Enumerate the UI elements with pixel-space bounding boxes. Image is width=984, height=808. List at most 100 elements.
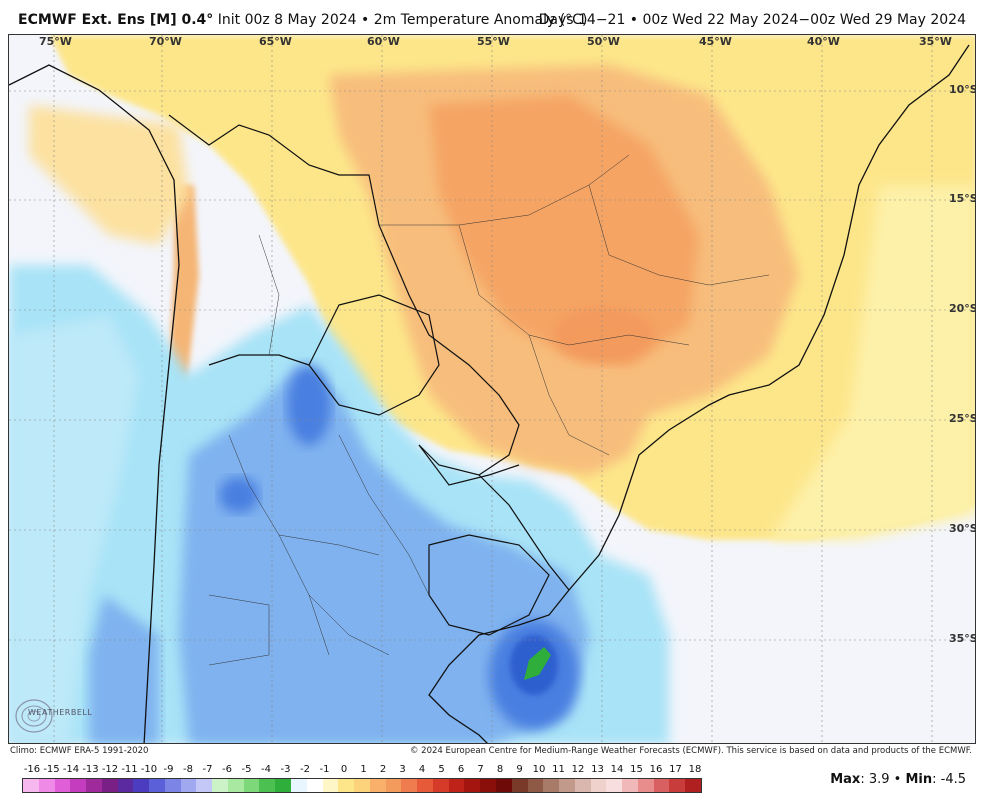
- colorbar-label: 10: [532, 764, 546, 775]
- run-info: Init 00z 8 May 2024 • 2m Temperature Ano…: [217, 12, 588, 28]
- colorbar-label: -15: [43, 764, 60, 775]
- longitude-label: 55°W: [477, 35, 510, 48]
- colorbar-swatch: [54, 779, 71, 792]
- colorbar-label: -12: [101, 764, 119, 775]
- colorbar-swatch: [401, 779, 418, 792]
- colorbar-label: 17: [669, 764, 682, 775]
- graticule: [9, 35, 975, 743]
- warm-anomaly-ocean-east: [769, 185, 975, 540]
- colorbar-swatch: [227, 779, 244, 792]
- longitude-label: 70°W: [149, 35, 182, 48]
- latitude-label: 15°S: [949, 192, 976, 205]
- min-label: Min: [905, 772, 933, 787]
- colorbar-swatches: [22, 778, 702, 793]
- colorbar-swatch: [448, 779, 465, 792]
- colorbar-swatch: [133, 779, 150, 792]
- colorbar-swatch: [559, 779, 575, 792]
- latitude-label: 25°S: [949, 412, 976, 425]
- colorbar-swatch: [543, 779, 560, 792]
- colorbar-label: -5: [241, 764, 252, 775]
- country-borders: [168, 114, 570, 636]
- colorbar-label: -14: [62, 764, 80, 775]
- colorbar-swatch: [212, 779, 228, 792]
- colorbar-label: -10: [140, 764, 158, 775]
- latitude-label: 10°S: [949, 83, 976, 96]
- colorbar-label: 12: [571, 764, 585, 775]
- hot-anomaly-core: [554, 307, 654, 363]
- colorbar-swatch: [23, 779, 39, 792]
- colorbar-label: 6: [457, 764, 465, 775]
- colorbar-label: -4: [261, 764, 271, 775]
- colorbar-swatch: [196, 779, 213, 792]
- climo-note: Climo: ECMWF ERA-5 1991-2020: [10, 746, 149, 756]
- colorbar-swatch: [70, 779, 87, 792]
- anomaly-map[interactable]: 75°W 70°W 65°W 60°W 55°W 50°W 45°W 40°W …: [8, 34, 976, 744]
- minimum-anomaly-area: [524, 647, 551, 680]
- colorbar-swatch: [164, 779, 181, 792]
- colorbar-label: 5: [438, 764, 445, 775]
- valid-period: Days 14−21 • 00z Wed 22 May 2024−00z Wed…: [538, 12, 966, 28]
- colorbar-label: -16: [23, 764, 41, 775]
- latitude-label: 30°S: [949, 522, 976, 535]
- colorbar-labels: -16 -15 -14 -13 -12 -11 -10 -9 -8 -7 -6 -5 -4 -3 -2 -1 0…: [22, 762, 702, 778]
- header: ECMWF Ext. Ens [M] 0.4° Init 00z 8 May 2…: [0, 0, 984, 34]
- longitude-label: 45°W: [699, 35, 732, 48]
- colorbar-swatch: [243, 779, 260, 792]
- map-canvas: [9, 35, 975, 743]
- cold-anomaly-deep-central: [219, 477, 259, 513]
- colorbar-swatch: [101, 779, 118, 792]
- max-min-readout: Max: 3.9 • Min: -4.5: [830, 772, 966, 787]
- colorbar-swatch: [590, 779, 607, 792]
- colorbar-label: -6: [222, 764, 232, 775]
- colorbar-swatch: [637, 779, 654, 792]
- colorbar-swatch: [322, 779, 339, 792]
- state-borders: [208, 154, 770, 666]
- colorbar-label: -13: [82, 764, 99, 775]
- colorbar-label: 16: [649, 764, 663, 775]
- colorbar-swatch: [495, 779, 512, 792]
- weatherbell-logo: WEATHERBELL: [14, 694, 94, 738]
- colorbar-swatch: [527, 779, 544, 792]
- colorbar-label: 0: [340, 764, 348, 775]
- min-value: -4.5: [940, 772, 966, 787]
- colorbar-label: -7: [202, 764, 213, 775]
- colorbar-label: -2: [300, 764, 310, 775]
- colorbar-swatch: [574, 779, 591, 792]
- longitude-label: 35°W: [919, 35, 952, 48]
- longitude-label: 50°W: [587, 35, 620, 48]
- colorbar-swatch: [606, 779, 623, 792]
- colorbar-label: 3: [399, 764, 406, 775]
- colorbar-swatch: [385, 779, 402, 792]
- colorbar-swatch: [480, 779, 496, 792]
- colorbar-label: 11: [552, 764, 565, 775]
- colorbar-swatch: [149, 779, 165, 792]
- colorbar-label: 13: [591, 764, 604, 775]
- colorbar-label: -1: [319, 764, 330, 775]
- colorbar-swatch: [417, 779, 433, 792]
- colorbar-label: 9: [516, 764, 523, 775]
- colorbar-swatch: [306, 779, 323, 792]
- longitude-label: 75°W: [39, 35, 72, 48]
- colorbar-label: 14: [610, 764, 624, 775]
- cold-anomaly-mid-area: [179, 365, 589, 743]
- colorbar-swatch: [291, 779, 307, 792]
- colorbar-label: 1: [360, 764, 367, 775]
- colorbar-label: -8: [183, 764, 193, 775]
- max-value: 3.9: [868, 772, 890, 787]
- colorbar-swatch: [622, 779, 638, 792]
- colorbar-swatch: [685, 779, 701, 792]
- colorbar-swatch: [354, 779, 370, 792]
- max-label: Max: [830, 772, 861, 787]
- colorbar-label: -9: [163, 764, 174, 775]
- colorbar-swatch: [86, 779, 102, 792]
- colorbar-swatch: [369, 779, 386, 792]
- colorbar-swatch: [38, 779, 55, 792]
- longitude-label: 65°W: [259, 35, 292, 48]
- colorbar-swatch: [275, 779, 292, 792]
- colorbar-swatch: [653, 779, 670, 792]
- cold-anomaly-west-chile: [89, 595, 159, 743]
- coastline: [9, 44, 970, 743]
- cold-anomaly-deep-north: [287, 365, 331, 445]
- colorbar-swatch: [669, 779, 686, 792]
- andes-warm-north: [29, 105, 189, 245]
